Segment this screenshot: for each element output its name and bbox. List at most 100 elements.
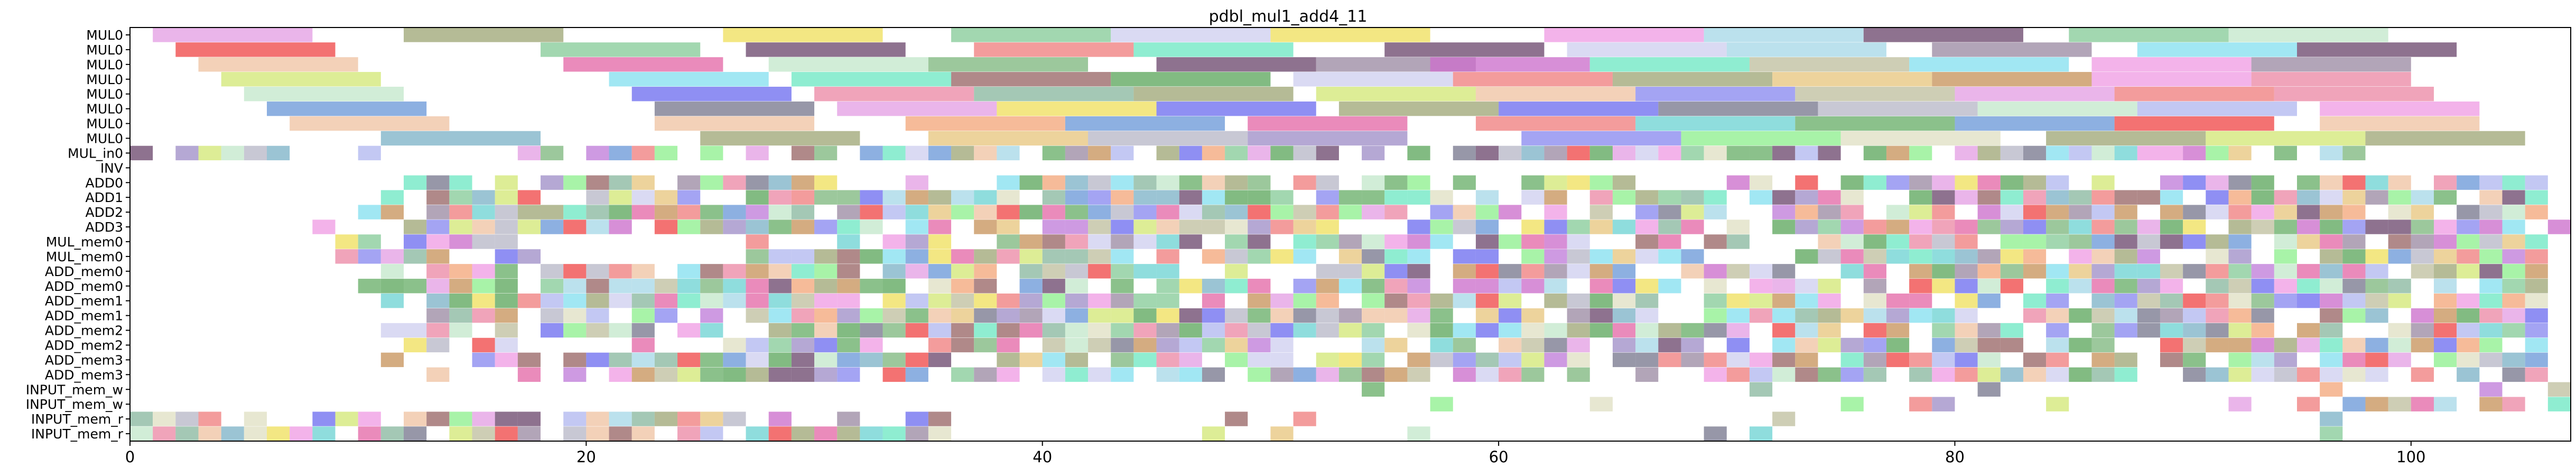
op-bar (631, 205, 655, 219)
op-bar (1795, 116, 1955, 131)
op-bar (1133, 175, 1157, 190)
op-bar (2183, 323, 2206, 338)
op-bar (449, 234, 472, 249)
op-bar (1453, 219, 1476, 234)
op-bar (1704, 190, 1727, 205)
op-bar (1749, 367, 1773, 382)
op-bar (2160, 352, 2183, 368)
op-bar (746, 352, 769, 368)
op-bar (609, 190, 632, 205)
op-bar (928, 293, 952, 308)
op-bar (768, 190, 792, 205)
op-bar (1977, 205, 2001, 219)
op-bar (700, 426, 723, 441)
op-bar (1726, 352, 1750, 368)
op-bar (1818, 308, 1841, 323)
op-bar (1156, 352, 1179, 368)
op-bar (997, 293, 1020, 308)
op-bar (2502, 367, 2525, 382)
op-bar (1658, 145, 1681, 161)
op-bar (1521, 145, 1545, 161)
op-bar (1430, 57, 1590, 72)
op-bar (586, 411, 609, 426)
op-bar (1088, 323, 1111, 338)
op-bar (2046, 337, 2069, 353)
op-bar (153, 426, 176, 441)
op-bar (244, 411, 267, 426)
op-bar (380, 249, 404, 264)
op-bar (1658, 101, 1818, 116)
op-bar (1499, 145, 1522, 161)
op-bar (1179, 337, 1202, 353)
op-bar (2046, 175, 2069, 190)
op-bar (267, 145, 290, 161)
y-tick-label: ADD_mem1 (45, 294, 123, 309)
op-bar (1407, 426, 1430, 441)
op-bar (791, 249, 815, 264)
op-bar (837, 411, 860, 426)
op-bar (1521, 279, 1545, 294)
op-bar (837, 249, 860, 264)
op-bar (837, 308, 860, 323)
op-bar (2183, 219, 2206, 234)
op-bar (1567, 367, 1590, 382)
op-bar (1909, 175, 1932, 190)
op-bar (2274, 249, 2297, 264)
op-bar (2137, 234, 2160, 249)
op-bar (2000, 145, 2023, 161)
op-bar (2320, 411, 2343, 426)
op-bar (1726, 145, 1750, 161)
op-bar (768, 323, 792, 338)
op-bar (1704, 426, 1727, 441)
op-bar (1932, 397, 1955, 411)
op-bar (1521, 234, 1545, 249)
op-bar (1795, 279, 1818, 294)
op-bar (175, 411, 199, 426)
op-bar (746, 145, 769, 161)
op-bar (1681, 264, 1704, 279)
op-bar (1795, 323, 1818, 338)
op-bar (1019, 279, 1043, 294)
op-bar (2320, 382, 2343, 397)
op-bar (1316, 264, 1339, 279)
op-bar (1475, 308, 1499, 323)
op-bar (2114, 323, 2137, 338)
op-bar (541, 308, 564, 323)
op-bar (609, 264, 632, 279)
op-bar (2206, 337, 2229, 353)
op-bar (723, 337, 746, 353)
op-bar (1567, 234, 1590, 249)
op-bar (609, 411, 632, 426)
op-bar (905, 367, 928, 382)
op-bar (837, 205, 860, 219)
op-bar (1499, 264, 1522, 279)
op-bar (905, 352, 928, 368)
op-bar (2206, 145, 2229, 161)
op-bar (2206, 205, 2229, 219)
op-bar (267, 426, 290, 441)
op-bar (130, 145, 153, 161)
op-bar (1840, 352, 1864, 368)
op-bar (1338, 234, 1362, 249)
op-bar (1840, 175, 1864, 190)
op-bar (2457, 308, 2480, 323)
op-bar (677, 323, 701, 338)
op-bar (2206, 264, 2229, 279)
op-bar (746, 42, 906, 57)
op-bar (1795, 145, 1818, 161)
op-bar (1886, 234, 1910, 249)
op-bar (951, 145, 974, 161)
op-bar (1772, 145, 1796, 161)
op-bar (1088, 308, 1111, 323)
op-bar (1772, 323, 1796, 338)
op-bar (2433, 293, 2457, 308)
op-bar (1658, 234, 1681, 249)
op-bar (1019, 308, 1043, 323)
op-bar (1886, 175, 1910, 190)
op-bar (1749, 145, 1773, 161)
op-bar (2433, 323, 2457, 338)
op-bar (814, 249, 838, 264)
op-bar (1019, 352, 1043, 368)
op-bar (1521, 131, 1681, 146)
op-bar (1042, 367, 1065, 382)
